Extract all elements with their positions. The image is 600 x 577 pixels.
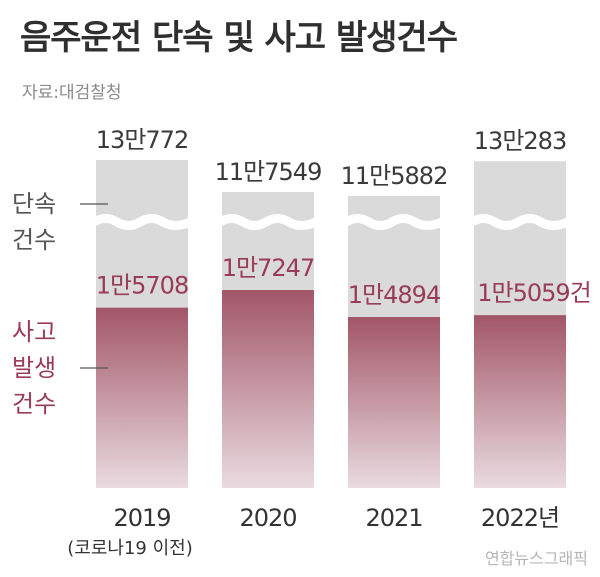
chart-title: 음주운전 단속 및 사고 발생건수 (20, 18, 458, 58)
accident-bar-2019 (96, 307, 188, 488)
enforcement-label-2019: 13만772 (96, 126, 188, 154)
category-label-2019: 2019 (113, 504, 170, 532)
category-label-2022년: 2022년 (481, 504, 559, 532)
legend-accident-line-1: 발생 (12, 354, 56, 382)
legend-accident-line-2: 건수 (12, 390, 56, 418)
accident-bar-2022년 (474, 315, 566, 488)
legend-enforcement-line-0: 단속 (12, 190, 56, 218)
enforcement-label-2022년: 13만283 (474, 127, 566, 155)
category-label-2021: 2021 (365, 504, 422, 532)
enforcement-label-2021: 11만5882 (341, 162, 448, 190)
accident-bar-2021 (348, 317, 440, 488)
accident-label-2020: 1만7247 (222, 254, 314, 282)
axis-break-2020 (217, 214, 318, 230)
legend-enforcement-line-1: 건수 (12, 226, 56, 254)
accident-label-2019: 1만5708 (96, 272, 188, 300)
source-note: 자료:대검찰청 (22, 83, 122, 103)
legend-accident-line-0: 사고 (12, 318, 56, 346)
accident-label-2022년: 1만5059건 (477, 279, 591, 307)
accident-label-2021: 1만4894 (348, 281, 440, 309)
axis-break-2022년 (469, 214, 570, 230)
accident-bar-2020 (222, 290, 314, 488)
axis-break-2021 (343, 214, 444, 230)
axis-break-2019 (91, 214, 192, 230)
graphic-credit: 연합뉴스그래픽 (484, 549, 588, 568)
category-note: (코로나19 이전) (67, 538, 192, 559)
category-label-2020: 2020 (239, 504, 296, 532)
enforcement-label-2020: 11만7549 (215, 158, 322, 186)
